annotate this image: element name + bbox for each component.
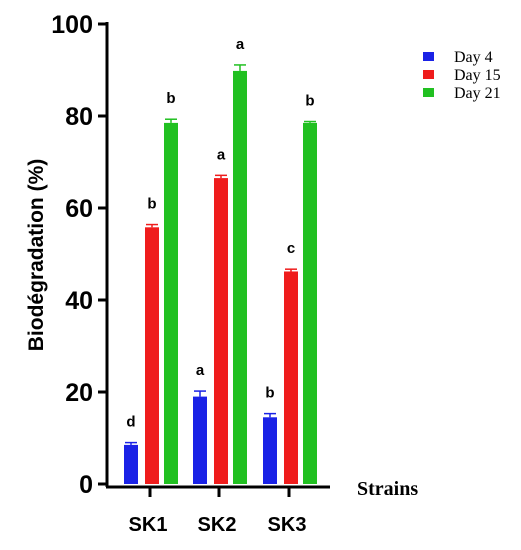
- significance-label: a: [236, 36, 245, 53]
- y-tick-label: 80: [65, 103, 93, 131]
- y-axis: 0 20 40 60 80 100: [51, 11, 109, 499]
- bars: d a b b a c b a b: [124, 36, 317, 485]
- legend-label: Day 4: [454, 49, 493, 66]
- significance-label: b: [305, 93, 314, 110]
- legend-swatch: [423, 88, 434, 97]
- bar: [284, 271, 298, 484]
- x-tick-label: SK2: [198, 514, 237, 536]
- bar: [145, 227, 159, 484]
- significance-label: d: [126, 414, 135, 431]
- y-tick-label: 20: [65, 379, 93, 407]
- significance-label: b: [147, 196, 156, 213]
- y-tick-label: 100: [51, 11, 93, 39]
- legend-swatch: [423, 52, 434, 61]
- x-axis: SK1 SK2 SK3: [106, 485, 330, 536]
- bar: [263, 417, 277, 484]
- y-axis-label: Biodégradation (%): [25, 159, 48, 352]
- significance-label: a: [217, 146, 226, 163]
- y-tick-label: 0: [79, 471, 93, 499]
- x-tick-label: SK1: [129, 514, 168, 536]
- legend-swatch: [423, 70, 434, 79]
- significance-label: a: [196, 362, 205, 379]
- significance-label: c: [287, 240, 295, 257]
- bar: [214, 178, 228, 484]
- legend-label: Day 15: [454, 67, 501, 84]
- x-axis-label: Strains: [357, 478, 418, 500]
- significance-label: b: [265, 385, 274, 402]
- bar: [233, 70, 247, 485]
- bar: [164, 122, 178, 485]
- y-tick-label: 40: [65, 287, 93, 315]
- x-tick-label: SK3: [268, 514, 307, 536]
- significance-label: b: [166, 90, 175, 107]
- bar: [303, 122, 317, 485]
- y-tick-label: 60: [65, 195, 93, 223]
- bar: [193, 396, 207, 484]
- bar: [124, 444, 138, 484]
- legend-label: Day 21: [454, 85, 501, 102]
